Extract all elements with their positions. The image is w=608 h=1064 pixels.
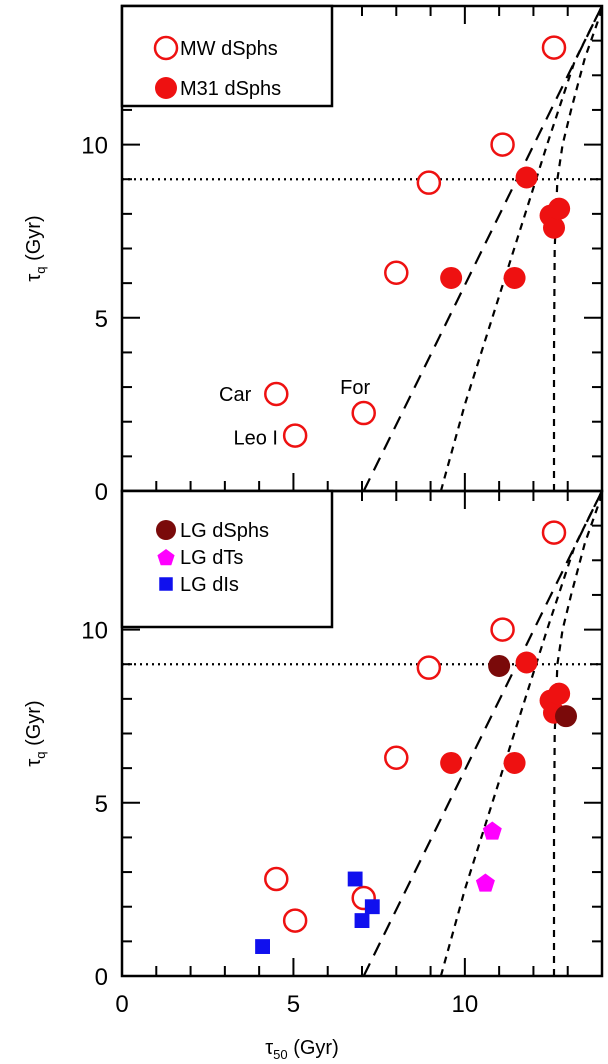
reference-line-short-dashed [439,6,602,491]
y-tick-label: 5 [95,306,108,333]
legend-label: LG dTs [180,547,243,569]
point-mw-dsphs [384,260,409,285]
point-mw-dsphs [264,381,289,407]
legend: MW dSphs M31 dSphs [120,4,334,108]
x-tick-label: 0 [115,991,128,1018]
point-m31-dsphs [503,751,526,774]
point-lg-dis [364,899,380,915]
legend-label: M31 dSphs [180,78,281,100]
point-lg-dis [354,913,370,928]
annotation-label: Leo I [233,427,277,449]
legend-label: MW dSphs [180,38,278,60]
reference-line-short-dashed [552,9,602,491]
point-mw-dsphs [384,745,409,770]
point-mw-dsphs [264,866,289,892]
legend-box [120,489,334,629]
reference-line-dashed [362,6,602,491]
point-m31-dsphs [440,751,463,774]
y-axis-label: τq (Gyr) [23,700,48,766]
panel-top: 0 5 10 τq (Gyr) Car Leo I For MW dSphs M31 dSphs [23,4,604,506]
y-axis-label: τq (Gyr) [23,215,48,281]
point-m31-dsphs [515,166,538,189]
point-lg-dsphs [555,705,577,728]
y-tick-label: 0 [95,964,108,991]
point-mw-dsphs [416,655,442,680]
legend-marker [153,35,179,61]
point-mw-dsphs [490,132,515,157]
legend-marker [159,577,173,591]
y-tick-label: 0 [95,479,108,506]
reference-line-short-dashed [439,491,602,976]
x-axis-label: τ50 (Gyr) [265,1037,338,1062]
plot-area [122,6,602,491]
point-lg-dts [475,873,495,892]
x-tick-label: 10 [452,991,479,1018]
plot-area [122,491,602,976]
y-tick-label: 5 [95,791,108,818]
annotation-label: For [340,377,370,399]
reference-line-short-dashed [552,494,602,976]
point-m31-dsphs [503,266,526,289]
point-mw-dsphs [282,908,308,933]
legend-marker [155,77,177,99]
point-m31-dsphs [543,216,565,239]
point-m31-dsphs [548,682,571,705]
point-m31-dsphs [515,651,538,674]
point-mw-dsphs [351,400,376,426]
x-tick-label: 5 [287,991,300,1018]
legend-label: LG dIs [180,574,239,596]
legend-marker [156,520,176,540]
annotation-label: Car [219,384,252,406]
y-tick-label: 10 [81,133,108,160]
point-mw-dsphs [541,520,567,545]
point-mw-dsphs [541,35,567,60]
reference-line-dashed [362,491,602,976]
legend: LG dSphs LG dTs LG dIs [120,489,334,629]
legend-label: LG dSphs [180,520,269,542]
point-mw-dsphs [282,423,308,448]
point-lg-dts [482,821,502,840]
point-lg-dsphs [488,654,511,677]
legend-marker [157,549,175,566]
y-tick-label: 10 [81,618,108,645]
point-mw-dsphs [490,617,515,642]
point-lg-dis [255,939,270,954]
point-m31-dsphs [548,197,571,220]
point-lg-dis [347,871,363,887]
point-m31-dsphs [440,266,463,289]
point-mw-dsphs [416,170,442,195]
